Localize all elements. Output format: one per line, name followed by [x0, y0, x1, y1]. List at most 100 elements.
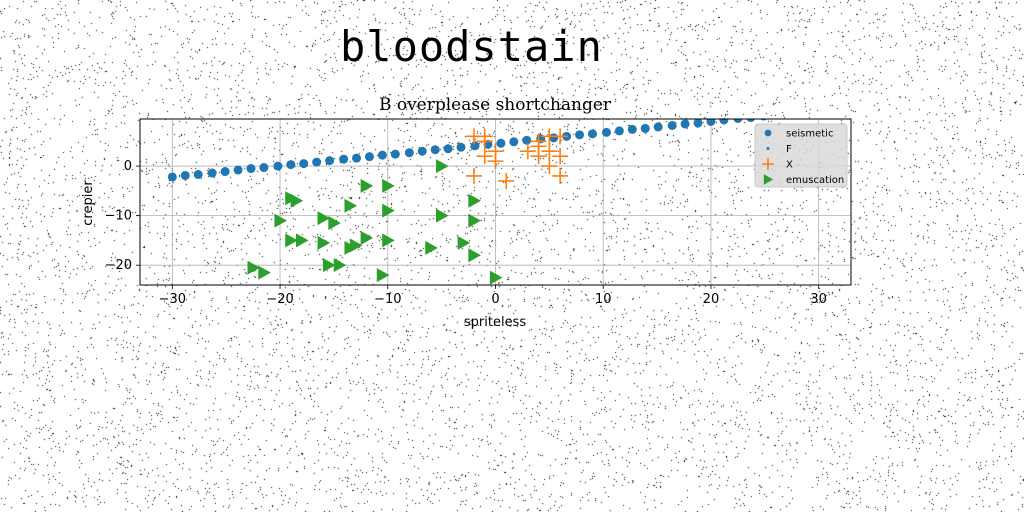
data-point [468, 213, 481, 228]
data-point [301, 162, 306, 167]
legend-label: seismetic [786, 129, 833, 140]
legend-label: X [786, 160, 793, 171]
data-point [247, 260, 261, 275]
data-point [223, 170, 228, 175]
chart-title: B overplease shortchanger [379, 95, 612, 115]
legend-label: F [786, 144, 792, 155]
data-point [775, 115, 779, 119]
data-point [799, 108, 808, 117]
data-point [776, 119, 778, 120]
data-point [519, 143, 536, 160]
x-tick-label: −20 [266, 292, 293, 307]
data-point [802, 112, 806, 116]
series-emuscation [247, 159, 503, 285]
data-point [511, 140, 516, 145]
data-point [721, 119, 726, 124]
data-point [258, 265, 271, 280]
data-point [210, 171, 215, 176]
legend-marker [763, 174, 774, 185]
data-point [446, 147, 451, 152]
data-point [785, 109, 794, 118]
data-point [333, 258, 347, 273]
data-point [551, 136, 556, 141]
data-point [295, 233, 309, 248]
x-axis-label: spriteless [464, 315, 526, 330]
plot-area [167, 108, 808, 285]
data-point [360, 178, 374, 193]
data-point [436, 208, 449, 223]
x-tick-label: 30 [810, 292, 827, 307]
data-point [670, 124, 675, 129]
data-point [341, 158, 346, 163]
data-point [552, 148, 569, 165]
data-point [683, 123, 688, 128]
data-point [382, 203, 395, 218]
data-point [288, 163, 293, 168]
data-point [524, 139, 529, 144]
data-point [285, 233, 298, 248]
data-point [457, 235, 471, 250]
data-point [274, 213, 288, 228]
data-point [433, 148, 438, 153]
legend-marker [762, 158, 774, 170]
data-point [317, 235, 331, 250]
data-point [275, 164, 280, 169]
data-point [487, 153, 504, 170]
data-point [498, 172, 515, 189]
data-point [708, 120, 713, 125]
data-point [327, 159, 332, 164]
data-point [344, 240, 358, 255]
page-heading: bloodstain [340, 22, 603, 71]
data-point [552, 167, 569, 184]
data-point [656, 126, 661, 131]
data-point [541, 158, 558, 175]
legend-box [754, 123, 848, 188]
data-point [354, 156, 359, 161]
data-point [468, 193, 481, 208]
data-point [696, 122, 701, 127]
data-point [552, 128, 569, 145]
data-point [407, 151, 412, 156]
data-point [344, 198, 358, 213]
axis-ticks: −30 −20 −10 0 10 20 30 −20 −10 0 [105, 159, 827, 307]
data-point [322, 258, 336, 273]
data-point [236, 169, 241, 174]
x-tick-label: −30 [159, 292, 186, 307]
data-point [476, 133, 493, 150]
y-tick-label: −10 [105, 209, 132, 224]
data-point [617, 130, 622, 135]
data-point [473, 144, 478, 149]
data-point [393, 152, 398, 157]
data-point [367, 155, 372, 160]
data-point [360, 230, 374, 245]
data-point [590, 132, 595, 137]
x-tick-label: 20 [703, 292, 720, 307]
y-axis-label: crepier [81, 180, 96, 226]
data-point [530, 138, 547, 155]
data-point [735, 119, 740, 123]
data-point [328, 216, 341, 231]
y-tick-label: −20 [105, 258, 132, 273]
data-point [317, 211, 331, 226]
data-point [196, 172, 201, 177]
data-point [465, 167, 482, 184]
data-point [459, 146, 464, 151]
data-point [468, 248, 481, 263]
data-point [643, 127, 648, 132]
data-point [425, 240, 438, 255]
x-tick-label: −10 [374, 292, 401, 307]
data-point [261, 166, 266, 171]
data-point [420, 150, 425, 155]
data-point [382, 233, 395, 248]
data-point [577, 134, 582, 139]
data-point [290, 193, 304, 208]
data-point [183, 173, 188, 178]
x-tick-label: 10 [595, 292, 612, 307]
data-point [314, 160, 319, 165]
data-point [436, 159, 449, 174]
data-point [380, 154, 385, 159]
series-seismetic [167, 108, 808, 182]
